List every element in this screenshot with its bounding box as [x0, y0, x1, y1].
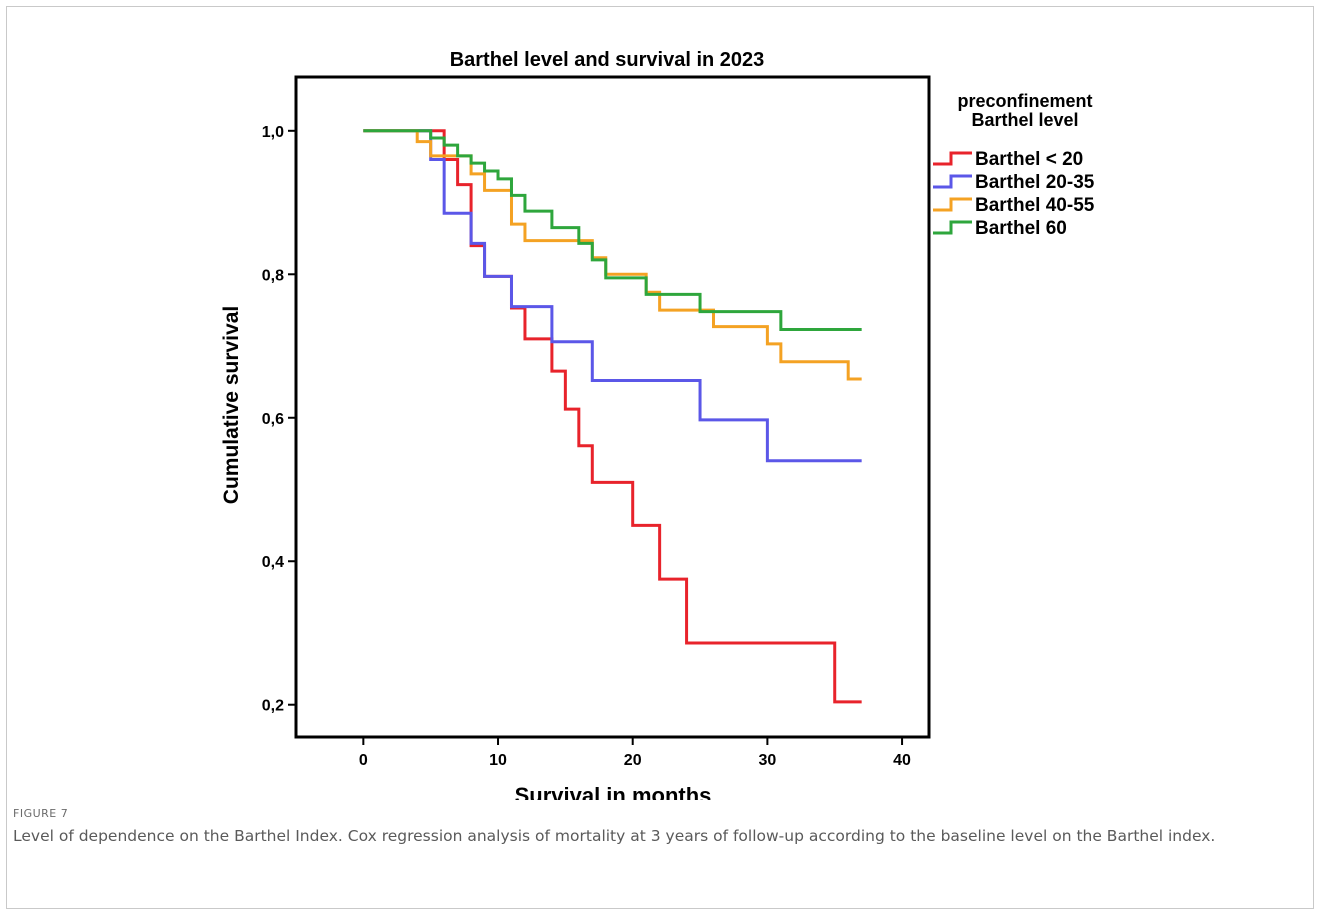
- legend: preconfinement Barthel level Barthel < 2…: [933, 91, 1095, 239]
- legend-swatch: [933, 174, 972, 189]
- legend-swatch: [933, 220, 972, 235]
- x-tick-label: 10: [489, 752, 507, 769]
- figure-frame: [6, 6, 1314, 909]
- series-line-barthel-20: [363, 129, 862, 704]
- y-axis-label: Cumulative survival: [220, 306, 243, 504]
- series-line-barthel-60: [363, 129, 862, 332]
- y-tick-label: 1,0: [262, 124, 284, 141]
- y-tick-label: 0,8: [262, 267, 284, 284]
- series-lines: [363, 129, 862, 704]
- plot-area-frame: [294, 75, 931, 739]
- x-axis: 0 10 20 30 40: [359, 737, 911, 769]
- km-survival-chart: Barthel level and survival in 2023 0,20,…: [220, 49, 1095, 800]
- y-tick-label: 0,4: [262, 554, 284, 571]
- legend-label: Barthel < 20: [975, 149, 1083, 170]
- y-tick-label: 0,2: [262, 698, 284, 715]
- x-tick-label: 40: [893, 752, 911, 769]
- legend-swatch: [933, 151, 972, 166]
- figure-caption: Level of dependence on the Barthel Index…: [13, 827, 1216, 845]
- x-tick-label: 30: [758, 752, 776, 769]
- legend-title-line-1: preconfinement: [957, 91, 1092, 111]
- legend-title-line-2: Barthel level: [971, 110, 1078, 130]
- legend-label: Barthel 40-55: [975, 195, 1095, 216]
- y-tick-label: 0,6: [262, 411, 284, 428]
- figure-label: FIGURE 7: [13, 807, 69, 820]
- legend-swatch: [933, 197, 972, 212]
- x-tick-label: 20: [624, 752, 642, 769]
- y-axis: 0,2 0,4 0,6 0,8 1,0: [262, 124, 296, 715]
- legend-label: Barthel 60: [975, 218, 1067, 239]
- chart-title: Barthel level and survival in 2023: [450, 49, 765, 71]
- series-line-barthel-20-35: [363, 129, 862, 463]
- legend-label: Barthel 20-35: [975, 172, 1095, 193]
- x-axis-label: Survival in months: [515, 783, 712, 800]
- series-line-barthel-40-55: [363, 129, 862, 381]
- x-tick-label: 0: [359, 752, 368, 769]
